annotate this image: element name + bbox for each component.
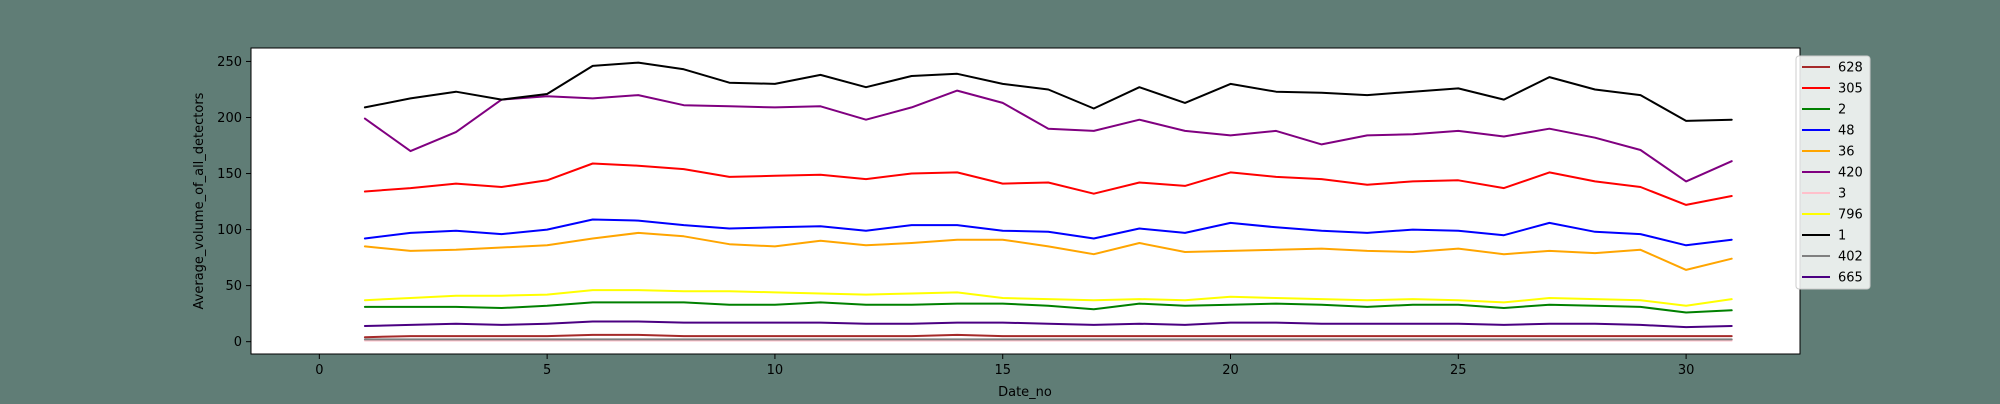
- x-axis-label: Date_no: [998, 385, 1052, 400]
- series-line-420: [363, 89, 1733, 183]
- legend-label-1: 1: [1838, 229, 1846, 244]
- legend-label-628: 628: [1838, 61, 1863, 76]
- legend-label-305: 305: [1838, 82, 1863, 97]
- series-line-1: [363, 61, 1733, 122]
- legend-label-2: 2: [1838, 103, 1846, 118]
- y-tick-label: 200: [217, 111, 242, 126]
- legend-label-796: 796: [1838, 208, 1863, 223]
- legend-label-48: 48: [1838, 124, 1855, 139]
- legend-label-36: 36: [1838, 145, 1855, 160]
- series-line-796: [363, 289, 1733, 307]
- x-axis: 0 5 10 15 20 25 30: [315, 354, 1694, 378]
- x-tick-label: 5: [543, 363, 551, 378]
- y-tick-label: 100: [217, 223, 242, 238]
- series-line-628: [363, 333, 1733, 339]
- legend-label-3: 3: [1838, 187, 1846, 202]
- series-line-305: [363, 162, 1733, 206]
- series-line-2: [363, 301, 1733, 314]
- y-tick-label: 250: [217, 55, 242, 70]
- series-line-665: [363, 320, 1733, 329]
- series-line-48: [363, 218, 1733, 247]
- y-axis-label: Average_volume_of_all_detectors: [192, 92, 207, 309]
- y-tick-label: 50: [225, 279, 242, 294]
- x-tick-label: 10: [767, 363, 784, 378]
- x-tick-label: 30: [1678, 363, 1695, 378]
- legend: 628 305 2 48 36 420 3 796 1 402 665: [1795, 55, 1871, 290]
- x-tick-label: 0: [315, 363, 323, 378]
- series-line-36: [363, 231, 1733, 271]
- legend-label-420: 420: [1838, 166, 1863, 181]
- legend-box: [1795, 55, 1871, 290]
- y-axis: 0 50 100 150 200 250: [217, 55, 251, 350]
- x-tick-label: 15: [994, 363, 1011, 378]
- legend-label-665: 665: [1838, 271, 1863, 286]
- y-tick-label: 0: [234, 335, 242, 350]
- x-tick-label: 25: [1450, 363, 1467, 378]
- x-tick-label: 20: [1222, 363, 1239, 378]
- series-layer: [363, 61, 1733, 342]
- y-tick-label: 150: [217, 167, 242, 182]
- legend-label-402: 402: [1838, 250, 1863, 265]
